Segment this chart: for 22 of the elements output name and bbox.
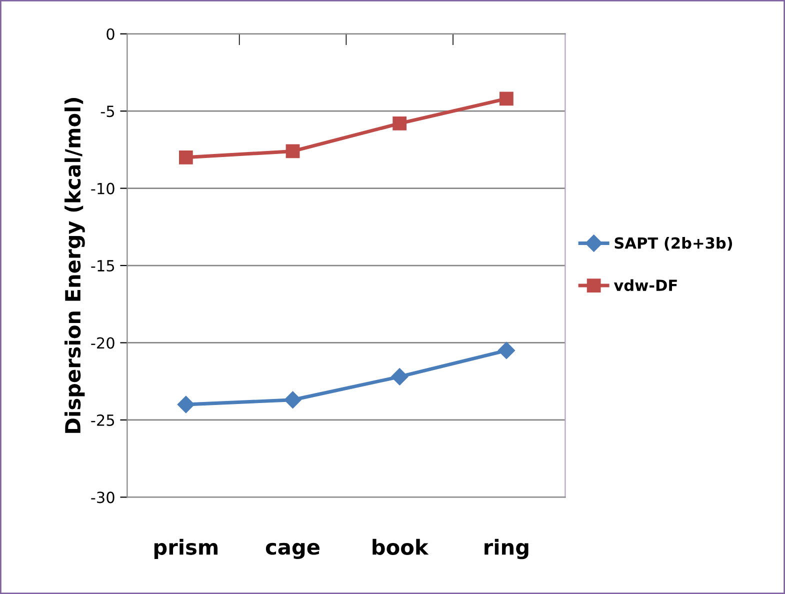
- legend-label: vdw-DF: [614, 279, 677, 292]
- x-tick-label: cage: [266, 542, 320, 560]
- y-tick-label: -10: [91, 182, 114, 194]
- y-tick-label: -20: [91, 337, 114, 349]
- point: [286, 144, 300, 158]
- point: [498, 342, 515, 360]
- x-tick-label: ring: [484, 538, 528, 560]
- y-axis-title: Dispersion Energy (kcal/mol): [64, 98, 85, 433]
- point: [177, 396, 194, 414]
- y-tick-label: -30: [91, 492, 114, 504]
- point: [391, 368, 408, 386]
- point: [178, 150, 193, 164]
- x-tick-label: book: [372, 538, 429, 555]
- x-tick-label: prism: [154, 538, 218, 560]
- legend-label: SAPT (2b+3b): [614, 236, 732, 251]
- y-tick-label: -15: [91, 260, 114, 272]
- point: [392, 116, 407, 130]
- point: [284, 391, 302, 408]
- y-tick-label: -25: [91, 414, 114, 426]
- y-tick-label: -5: [100, 106, 114, 118]
- point: [499, 92, 514, 106]
- y-tick-label: 0: [106, 28, 114, 40]
